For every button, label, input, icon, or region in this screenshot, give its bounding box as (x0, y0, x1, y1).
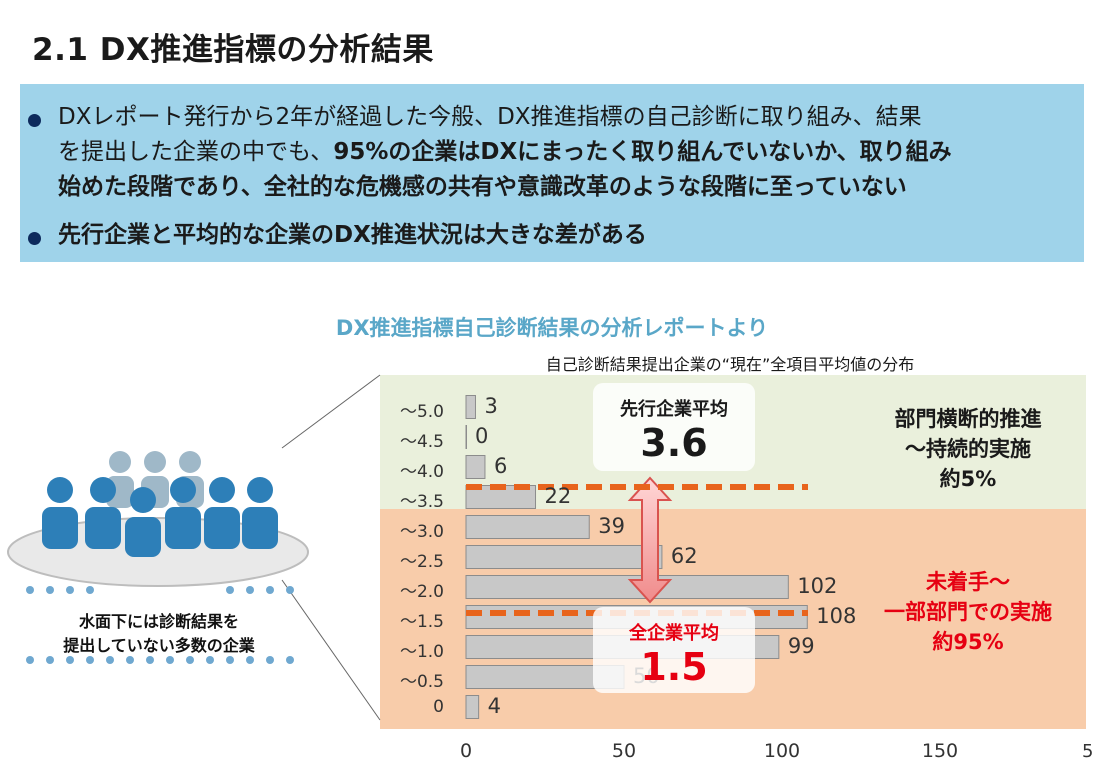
y-tick-label: ～4.5 (399, 432, 444, 452)
bar-value-label: 3 (484, 394, 498, 418)
bar-value-label: 4 (487, 694, 501, 718)
crowd-caption: 水面下には診断結果を 提出していない多数の企業 (28, 610, 290, 658)
leading-average-box: 先行企業平均 3.6 (593, 383, 755, 471)
bullet-2-text: 先行企業と平均的な企業のDX推進状況は大きな差がある (58, 222, 647, 248)
leading-zone-note-line-2: ～持続的実施 (905, 437, 1031, 461)
y-tick-label: ～2.5 (399, 552, 444, 572)
bar-value-label: 39 (598, 514, 625, 538)
lagging-zone-note-line-3: 約95% (932, 630, 1004, 654)
bullet-1-line-3-bold: 始めた段階であり、全社的な危機感の共有や意識改革のような段階に至っていない (58, 174, 907, 200)
leading-zone-note-line-3: 約5% (939, 467, 997, 491)
bullet-2: 先行企業と平均的な企業のDX推進状況は大きな差がある (20, 218, 1038, 253)
bullet-1: DXレポート発行から2年が経過した今般、DX推進指標の自己診断に取り組み、結果 … (20, 100, 1038, 205)
x-tick-label: 150 (921, 740, 959, 762)
y-tick-label: ～3.5 (399, 492, 444, 512)
all-average-label: 全企業平均 (629, 623, 719, 644)
leading-zone-note-line-1: 部門横断的推進 (894, 407, 1042, 431)
y-tick-label: ～1.0 (399, 642, 444, 662)
gap-arrow-icon (627, 476, 673, 604)
chart-bar (465, 425, 467, 449)
chart-bar (465, 575, 789, 599)
bar-value-label: 108 (816, 604, 857, 628)
bar-value-label: 102 (797, 574, 838, 598)
bullet-1-line-2-normal: を提出した企業の中でも、 (58, 139, 334, 165)
bar-value-label: 0 (475, 424, 489, 448)
summary-callout (20, 84, 1084, 262)
zoom-connector-line-bottom (281, 579, 381, 721)
y-tick-label: ～1.5 (399, 612, 444, 632)
lagging-zone-note-line-2: 一部部門での実施 (884, 600, 1052, 624)
page-title: 2.1 DX推進指標の分析結果 (32, 32, 434, 68)
bullet-1-line-2-bold: 95%の企業はDXにまったく取り組んでいないか、取り組み (333, 139, 952, 165)
bullet-dot-icon (28, 114, 41, 127)
crowd-caption-line-1: 水面下には診断結果を (78, 612, 239, 631)
x-tick-label: 0 (459, 740, 473, 762)
y-tick-label: ～0.5 (399, 672, 444, 692)
y-tick-label: ～5.0 (399, 402, 444, 422)
x-tick-label: 50 (611, 740, 637, 762)
crowd-illustration-icon (7, 451, 309, 664)
bullet-dot-icon (28, 232, 41, 245)
chart-bar (465, 515, 590, 539)
lagging-zone-note: 未着手～ 一部部門での実施 約95% (850, 567, 1086, 657)
bar-value-label: 22 (544, 484, 572, 508)
chart-bar (465, 545, 663, 569)
y-tick-label: ～3.0 (399, 522, 444, 542)
chart-section-subtitle: DX推進指標自己診断結果の分析レポートより (335, 316, 769, 340)
chart-bar (465, 395, 476, 419)
all-average-value: 1.5 (640, 645, 708, 689)
bar-value-label: 6 (493, 454, 508, 478)
all-average-box: 全企業平均 1.5 (593, 607, 755, 693)
leading-average-value: 3.6 (640, 421, 708, 465)
leading-average-label: 先行企業平均 (620, 399, 728, 420)
chart-title: 自己診断結果提出企業の“現在”全項目平均値の分布 (545, 355, 915, 374)
y-tick-label: ～2.0 (399, 582, 444, 602)
chart-bar (465, 455, 486, 479)
y-tick-label: ～4.0 (399, 462, 444, 482)
bar-value-label: 99 (787, 634, 815, 658)
x-tick-label: 100 (763, 740, 801, 762)
page-number: 5 (1082, 741, 1094, 762)
bar-value-label: 62 (670, 544, 698, 568)
leading-zone-note: 部門横断的推進 ～持続的実施 約5% (850, 404, 1086, 494)
lagging-zone-note-line-1: 未着手～ (926, 570, 1010, 594)
chart-bar (465, 695, 480, 719)
zoom-connector-line-top (281, 374, 381, 449)
bullet-1-line-1: DXレポート発行から2年が経過した今般、DX推進指標の自己診断に取り組み、結果 (58, 104, 922, 130)
y-tick-label: 0 (433, 697, 444, 717)
crowd-caption-line-2: 提出していない多数の企業 (63, 636, 255, 655)
